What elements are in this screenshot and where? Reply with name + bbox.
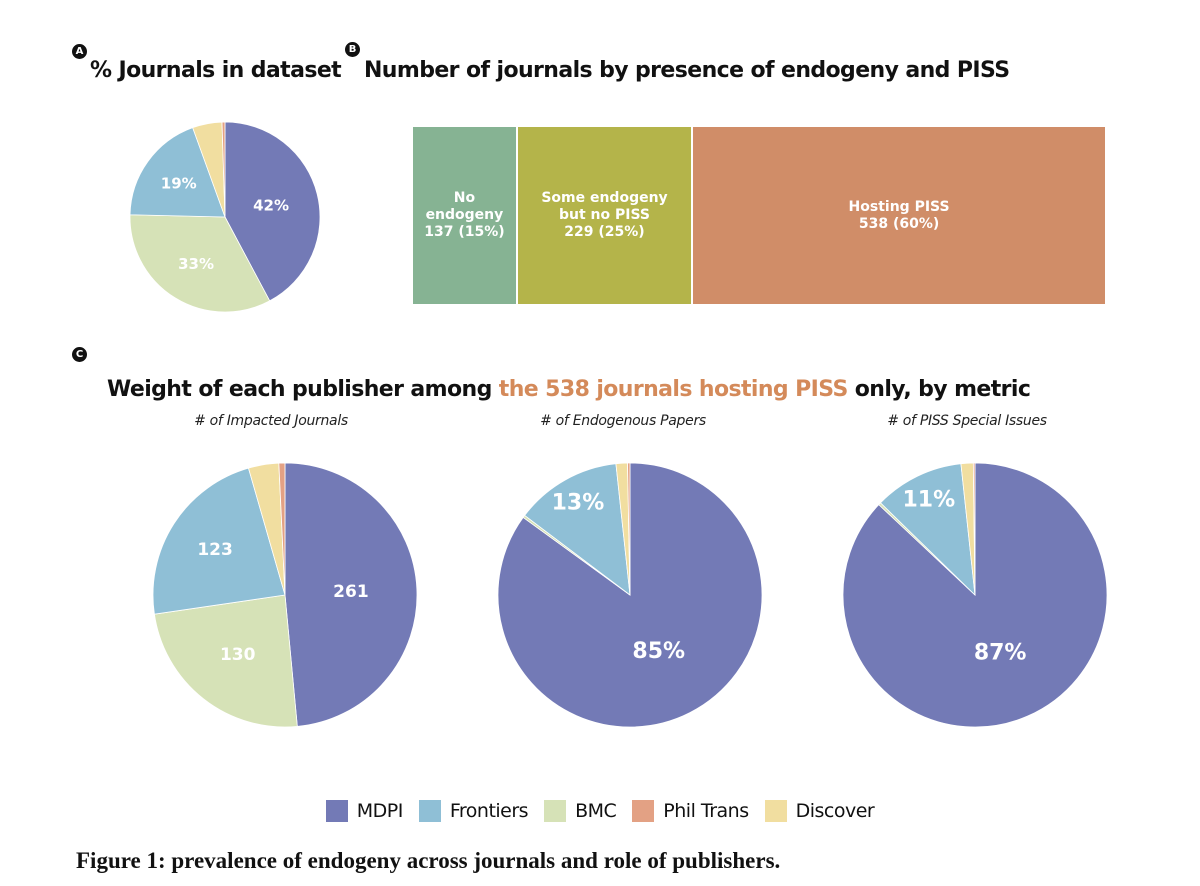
panel-c-title-accent: the 538 journals hosting PISS: [498, 377, 849, 402]
pie-endogenous-papers: 85% 13%: [497, 462, 763, 728]
panel-c-title: Weight of each publisher among the 538 j…: [107, 377, 1031, 402]
panel-b-badge: B: [345, 42, 360, 57]
pie-label-dataset-share-frontiers: 19%: [161, 175, 197, 193]
bar-segment-label-line: Hosting PISS: [848, 198, 950, 215]
pie-label-dataset-share-mdpi: 42%: [253, 196, 289, 214]
subtitle-impacted-journals: # of Impacted Journals: [194, 413, 348, 429]
pie-label-impacted-journals-frontiers: 123: [197, 540, 233, 560]
bar-segment-label-line: Some endogeny: [541, 190, 668, 206]
legend: MDPI Frontiers BMC Phil Trans Discover: [0, 800, 1200, 822]
pie-impacted-journals: 261 130 123: [152, 462, 418, 728]
bar-segment-label-line: 137 (15%): [424, 224, 505, 240]
legend-item-frontiers: Frontiers: [418, 800, 529, 822]
panel-b-title: Number of journals by presence of endoge…: [364, 58, 1010, 83]
pie-label-endogenous-papers-frontiers: 13%: [552, 491, 605, 516]
pie-slice-dataset-share-bmc: [129, 214, 271, 313]
bar-segment-label: No endogeny 137 (15%): [413, 190, 516, 241]
bar-segment-label-line: No endogeny: [425, 190, 504, 223]
legend-swatch-discover: [764, 800, 787, 822]
bar-segment-some-endogeny: Some endogeny but no PISS 229 (25%): [517, 127, 692, 304]
pie-slice-piss-special-issues-phil-trans: [972, 462, 976, 596]
legend-item-discover: Discover: [764, 800, 875, 822]
pie-piss-special-issues: 87% 11%: [842, 462, 1108, 728]
legend-swatch-mdpi: [325, 800, 348, 822]
pie-label-piss-special-issues-frontiers: 11%: [903, 488, 956, 513]
pie-dataset-share: 42% 33% 19%: [129, 121, 321, 313]
pie-slice-piss-special-issues-frontiers: [879, 463, 976, 597]
legend-label-frontiers: Frontiers: [449, 800, 529, 822]
bar-segment-label-line: but no PISS: [558, 207, 651, 223]
bar-segment-no-endogeny: No endogeny 137 (15%): [413, 127, 516, 304]
legend-swatch-frontiers: [418, 800, 441, 822]
bar-segment-label-line: 229 (25%): [564, 224, 645, 240]
pie-slice-endogenous-papers-phil-trans: [627, 462, 631, 596]
legend-swatch-bmc: [544, 800, 567, 822]
bar-segment-label: Hosting PISS 538 (60%): [849, 199, 950, 233]
figure-caption: Figure 1: prevalence of endogeny across …: [76, 848, 781, 873]
pie-slice-impacted-journals-mdpi: [284, 462, 418, 727]
panel-a-badge: A: [72, 44, 87, 59]
pie-slice-impacted-journals-bmc: [153, 594, 298, 728]
panel-c-badge: C: [72, 347, 87, 362]
legend-item-phil-trans: Phil Trans: [632, 800, 749, 822]
subtitle-piss-special-issues: # of PISS Special Issues: [887, 413, 1047, 429]
pie-slice-impacted-journals-frontiers: [152, 467, 286, 615]
pie-label-endogenous-papers-mdpi: 85%: [632, 639, 685, 664]
legend-swatch-phil-trans: [632, 800, 655, 822]
legend-label-discover: Discover: [795, 800, 875, 822]
legend-label-mdpi: MDPI: [356, 800, 404, 822]
panel-c-title-part1: Weight of each publisher among: [107, 377, 499, 402]
pie-label-impacted-journals-mdpi: 261: [333, 582, 369, 602]
legend-label-bmc: BMC: [575, 800, 617, 822]
pie-label-dataset-share-bmc: 33%: [178, 255, 214, 273]
pie-slice-impacted-journals-phil-trans: [278, 462, 286, 596]
bar-segment-hosting-piss: Hosting PISS 538 (60%): [693, 127, 1105, 304]
panel-c-title-part2: only, by metric: [847, 377, 1031, 402]
panel-a-title: % Journals in dataset: [90, 58, 342, 83]
pie-slice-dataset-share-frontiers: [129, 127, 226, 218]
legend-label-phil-trans: Phil Trans: [663, 800, 749, 822]
pie-slice-endogenous-papers-frontiers: [524, 463, 631, 596]
bar-segment-label-line: 538 (60%): [858, 215, 940, 232]
pie-label-piss-special-issues-mdpi: 87%: [974, 641, 1027, 666]
legend-item-bmc: BMC: [544, 800, 617, 822]
subtitle-endogenous-papers: # of Endogenous Papers: [540, 413, 706, 429]
legend-item-mdpi: MDPI: [325, 800, 404, 822]
pie-label-impacted-journals-bmc: 130: [220, 645, 256, 665]
bar-segment-label: Some endogeny but no PISS 229 (25%): [541, 190, 667, 241]
pie-slice-dataset-share-phil-trans: [221, 121, 226, 218]
pie-slice-dataset-share-mdpi: [224, 121, 321, 302]
